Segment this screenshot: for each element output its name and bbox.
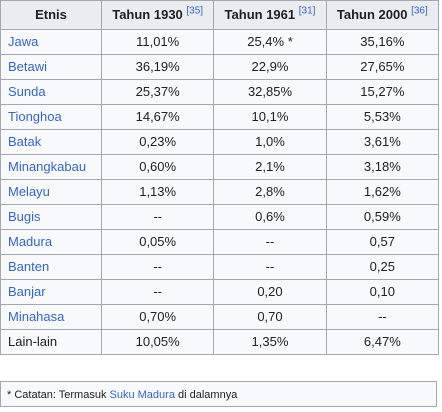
cell-y2000: 35,16% (325, 29, 440, 55)
header-etnis: Etnis (0, 0, 102, 30)
citation-link-35[interactable]: [35] (186, 5, 204, 17)
cell-y1961: 0,6% (213, 204, 327, 230)
cell-y2000: 3,61% (325, 129, 440, 155)
cell-y1961: -- (213, 254, 327, 280)
etnis-link[interactable]: Batak (8, 134, 42, 149)
citation-link-31[interactable]: [31] (298, 5, 316, 17)
etnis-link[interactable]: Banjar (8, 284, 46, 299)
etnis-link[interactable]: Minangkabau (8, 159, 87, 174)
table-header: Etnis Tahun 1930 [35] Tahun 1961 [31] Ta… (0, 0, 440, 30)
table-row: Betawi 36,19% 22,9% 27,65% (0, 54, 440, 80)
etnis-link[interactable]: Jawa (8, 34, 39, 49)
cell-y1930: 0,60% (100, 154, 215, 180)
cell-etnis: Bugis (0, 204, 102, 230)
cell-etnis: Banten (0, 254, 102, 280)
cell-y2000: 1,62% (325, 179, 440, 205)
etnis-link[interactable]: Minahasa (8, 309, 65, 324)
header-1961: Tahun 1961 [31] (213, 0, 327, 30)
cell-etnis: Minangkabau (0, 154, 102, 180)
cell-y1961: 0,70 (213, 304, 327, 330)
cell-y1930: 36,19% (100, 54, 215, 80)
cell-y2000: 0,59% (325, 204, 440, 230)
header-2000-label: Tahun 2000 (336, 7, 412, 22)
cell-etnis: Betawi (0, 54, 102, 80)
cell-y2000: 15,27% (325, 79, 440, 105)
cell-y1930: 10,05% (100, 329, 215, 355)
cell-y2000: 0,25 (325, 254, 440, 280)
table-row: Batak 0,23% 1,0% 3,61% (0, 129, 440, 155)
cell-y1961: 1,0% (213, 129, 327, 155)
header-1930: Tahun 1930 [35] (100, 0, 215, 30)
cell-y2000: 0,10 (325, 279, 440, 305)
etnis-link[interactable]: Tionghoa (8, 109, 62, 124)
footnote-link-suku-madura[interactable]: Suku Madura (109, 389, 175, 401)
cell-y1961: 2,1% (213, 154, 327, 180)
cell-y1930: -- (100, 279, 215, 305)
cell-y1961: 32,85% (213, 79, 327, 105)
cell-y2000: 27,65% (325, 54, 440, 80)
etnis-link[interactable]: Banten (8, 259, 50, 274)
cell-y1930: 25,37% (100, 79, 215, 105)
table-row: Sunda 25,37% 32,85% 15,27% (0, 79, 440, 105)
table-row: Lain-lain 10,05% 1,35% 6,47% (0, 329, 440, 355)
cell-etnis: Sunda (0, 79, 102, 105)
cell-y1930: 14,67% (100, 104, 215, 130)
etnis-link[interactable]: Betawi (8, 59, 48, 74)
cell-y2000: 0,57 (325, 229, 440, 255)
cell-y1961: 10,1% (213, 104, 327, 130)
cell-y1930: 0,05% (100, 229, 215, 255)
table-row: Banjar -- 0,20 0,10 (0, 279, 440, 305)
table-row: Minangkabau 0,60% 2,1% 3,18% (0, 154, 440, 180)
table-row: Banten -- -- 0,25 (0, 254, 440, 280)
cell-y1961: 0,20 (213, 279, 327, 305)
cell-y1930: 0,23% (100, 129, 215, 155)
table-row: Tionghoa 14,67% 10,1% 5,53% (0, 104, 440, 130)
cell-y1961: -- (213, 229, 327, 255)
cell-etnis: Minahasa (0, 304, 102, 330)
cell-y1930: 11,01% (100, 29, 215, 55)
citation-link-36[interactable]: [36] (411, 5, 428, 17)
cell-y1961: 25,4% * (213, 29, 327, 55)
header-1930-label: Tahun 1930 (112, 7, 187, 22)
etnis-link[interactable]: Bugis (8, 209, 41, 224)
cell-y1930: 0,70% (100, 304, 215, 330)
header-1961-label: Tahun 1961 (224, 7, 299, 22)
cell-y2000: 5,53% (325, 104, 440, 130)
cell-y1930: -- (100, 254, 215, 280)
cell-y2000: 3,18% (325, 154, 440, 180)
cell-etnis: Tionghoa (0, 104, 102, 130)
table-row: Melayu 1,13% 2,8% 1,62% (0, 179, 440, 205)
footnote-suffix: di dalamnya (174, 389, 238, 401)
header-etnis-label: Etnis (35, 7, 67, 22)
etnis-link[interactable]: Madura (8, 234, 53, 249)
table-body: Jawa 11,01% 25,4% * 35,16% Betawi 36,19% 22,9%… (0, 29, 440, 355)
cell-etnis: Melayu (0, 179, 102, 205)
cell-y2000: 6,47% (325, 329, 440, 355)
table-row: Madura 0,05% -- 0,57 (0, 229, 440, 255)
header-2000: Tahun 2000 [36] (325, 0, 440, 30)
etnis-link[interactable]: Melayu (8, 184, 50, 199)
cell-y1930: 1,13% (100, 179, 215, 205)
table-row: Minahasa 0,70% 0,70 -- (0, 304, 440, 330)
header-row: Etnis Tahun 1930 [35] Tahun 1961 [31] Ta… (0, 0, 440, 30)
cell-etnis: Madura (0, 229, 102, 255)
cell-etnis: Lain-lain (0, 329, 102, 355)
table-footnote: * Catatan: Termasuk Suku Madura di dalam… (0, 381, 437, 407)
cell-y1961: 22,9% (213, 54, 327, 80)
cell-etnis: Jawa (0, 29, 102, 55)
cell-y1961: 1,35% (213, 329, 327, 355)
cell-y2000: -- (325, 304, 440, 330)
cell-y1961: 2,8% (213, 179, 327, 205)
etnis-label: Lain-lain (8, 334, 58, 349)
ethnic-composition-table: Etnis Tahun 1930 [35] Tahun 1961 [31] Ta… (0, 0, 440, 355)
cell-etnis: Banjar (0, 279, 102, 305)
table-row: Jawa 11,01% 25,4% * 35,16% (0, 29, 440, 55)
etnis-link[interactable]: Sunda (8, 84, 46, 99)
table-row: Bugis -- 0,6% 0,59% (0, 204, 440, 230)
footnote-prefix: * Catatan: Termasuk (7, 389, 110, 401)
cell-etnis: Batak (0, 129, 102, 155)
cell-y1930: -- (100, 204, 215, 230)
